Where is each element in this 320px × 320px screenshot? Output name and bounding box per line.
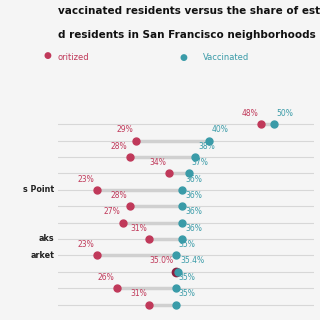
- Text: 35.4%: 35.4%: [180, 256, 204, 265]
- Text: ●: ●: [43, 51, 51, 60]
- Text: 36%: 36%: [185, 175, 202, 184]
- Text: arket: arket: [30, 251, 54, 260]
- Text: 35%: 35%: [178, 240, 195, 249]
- Text: vaccinated residents versus the share of estimated: vaccinated residents versus the share of…: [58, 6, 320, 16]
- Text: 36%: 36%: [185, 207, 202, 216]
- Text: Vaccinated: Vaccinated: [203, 53, 250, 62]
- Text: 31%: 31%: [130, 224, 147, 233]
- Text: ●: ●: [179, 53, 187, 62]
- Text: 35.0%: 35.0%: [150, 256, 174, 265]
- Text: 35%: 35%: [178, 273, 195, 282]
- Text: 50%: 50%: [277, 109, 294, 118]
- Text: 35%: 35%: [178, 289, 195, 298]
- Text: 48%: 48%: [242, 109, 259, 118]
- Text: 26%: 26%: [97, 273, 114, 282]
- Text: 34%: 34%: [150, 158, 167, 167]
- Text: 40%: 40%: [211, 125, 228, 134]
- Text: 28%: 28%: [110, 142, 127, 151]
- Text: 29%: 29%: [117, 125, 134, 134]
- Text: d residents in San Francisco neighborhoods: d residents in San Francisco neighborhoo…: [58, 30, 315, 40]
- Text: aks: aks: [39, 235, 54, 244]
- Text: 23%: 23%: [78, 240, 94, 249]
- Text: 36%: 36%: [185, 191, 202, 200]
- Text: 38%: 38%: [198, 142, 215, 151]
- Text: 28%: 28%: [110, 191, 127, 200]
- Text: 36%: 36%: [185, 224, 202, 233]
- Text: 31%: 31%: [130, 289, 147, 298]
- Text: s Point: s Point: [23, 185, 54, 194]
- Text: 27%: 27%: [104, 207, 121, 216]
- Text: 37%: 37%: [191, 158, 208, 167]
- Text: oritized: oritized: [58, 53, 89, 62]
- Text: 23%: 23%: [78, 175, 94, 184]
